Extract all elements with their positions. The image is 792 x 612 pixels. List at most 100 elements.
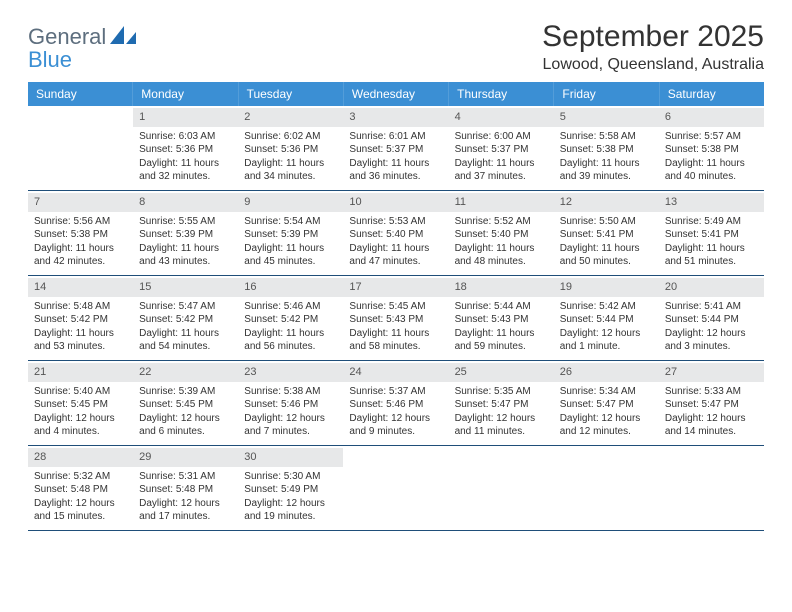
calendar-cell: 1 Sunrise: 6:03 AMSunset: 5:36 PMDaylight… [133, 106, 238, 190]
sunset-text: Sunset: 5:46 PM [244, 398, 337, 412]
daylight1-text: Daylight: 12 hours [560, 327, 653, 341]
daylight1-text: Daylight: 11 hours [139, 242, 232, 256]
day-number: 1 [133, 108, 238, 127]
sunset-text: Sunset: 5:42 PM [34, 313, 127, 327]
calendar-cell [449, 446, 554, 530]
sunset-text: Sunset: 5:38 PM [560, 143, 653, 157]
daylight2-text: and 36 minutes. [349, 170, 442, 184]
daylight1-text: Daylight: 12 hours [34, 412, 127, 426]
calendar-cell: 15Sunrise: 5:47 AMSunset: 5:42 PMDayligh… [133, 276, 238, 360]
day-number: 22 [133, 363, 238, 382]
sunrise-text: Sunrise: 5:38 AM [244, 385, 337, 399]
sunrise-text: Sunrise: 5:50 AM [560, 215, 653, 229]
sunset-text: Sunset: 5:46 PM [349, 398, 442, 412]
daylight2-text: and 48 minutes. [455, 255, 548, 269]
daylight2-text: and 45 minutes. [244, 255, 337, 269]
daylight2-text: and 19 minutes. [244, 510, 337, 524]
sunrise-text: Sunrise: 6:01 AM [349, 130, 442, 144]
day-number: 26 [554, 363, 659, 382]
sunset-text: Sunset: 5:43 PM [349, 313, 442, 327]
day-number: 7 [28, 193, 133, 212]
sunrise-text: Sunrise: 5:41 AM [665, 300, 758, 314]
calendar-cell: 7Sunrise: 5:56 AMSunset: 5:38 PMDaylight… [28, 191, 133, 275]
logo-sail-icon [110, 26, 136, 51]
page: General Blue September 2025 Lowood, Quee… [0, 0, 792, 551]
daylight2-text: and 7 minutes. [244, 425, 337, 439]
sunset-text: Sunset: 5:37 PM [349, 143, 442, 157]
sunrise-text: Sunrise: 5:31 AM [139, 470, 232, 484]
daylight1-text: Daylight: 12 hours [139, 497, 232, 511]
sunset-text: Sunset: 5:42 PM [139, 313, 232, 327]
sunrise-text: Sunrise: 5:34 AM [560, 385, 653, 399]
calendar-body: 1Sunrise: 6:03 AMSunset: 5:36 PMDaylight… [28, 106, 764, 531]
calendar-cell: 25Sunrise: 5:35 AMSunset: 5:47 PMDayligh… [449, 361, 554, 445]
daylight1-text: Daylight: 11 hours [349, 327, 442, 341]
daylight2-text: and 4 minutes. [34, 425, 127, 439]
sunrise-text: Sunrise: 6:03 AM [139, 130, 232, 144]
daylight2-text: and 53 minutes. [34, 340, 127, 354]
daylight2-text: and 3 minutes. [665, 340, 758, 354]
daylight2-text: and 37 minutes. [455, 170, 548, 184]
sunrise-text: Sunrise: 6:02 AM [244, 130, 337, 144]
sunset-text: Sunset: 5:45 PM [139, 398, 232, 412]
sunrise-text: Sunrise: 5:48 AM [34, 300, 127, 314]
logo-text-sub: Blue [28, 49, 136, 71]
sunset-text: Sunset: 5:47 PM [455, 398, 548, 412]
sunset-text: Sunset: 5:42 PM [244, 313, 337, 327]
daylight1-text: Daylight: 11 hours [139, 327, 232, 341]
day-number: 9 [238, 193, 343, 212]
daylight1-text: Daylight: 11 hours [455, 242, 548, 256]
calendar-cell: 26Sunrise: 5:34 AMSunset: 5:47 PMDayligh… [554, 361, 659, 445]
daylight1-text: Daylight: 12 hours [455, 412, 548, 426]
sunrise-text: Sunrise: 5:57 AM [665, 130, 758, 144]
day-number: 25 [449, 363, 554, 382]
daylight2-text: and 17 minutes. [139, 510, 232, 524]
sunset-text: Sunset: 5:43 PM [455, 313, 548, 327]
daylight2-text: and 1 minute. [560, 340, 653, 354]
sunset-text: Sunset: 5:37 PM [455, 143, 548, 157]
logo-text-main: General [28, 26, 106, 48]
daylight1-text: Daylight: 11 hours [139, 157, 232, 171]
day-number: 20 [659, 278, 764, 297]
day-header: Saturday [660, 82, 764, 106]
sunrise-text: Sunrise: 5:54 AM [244, 215, 337, 229]
daylight1-text: Daylight: 12 hours [244, 412, 337, 426]
daylight1-text: Daylight: 12 hours [34, 497, 127, 511]
daylight2-text: and 11 minutes. [455, 425, 548, 439]
logo-text-block: General Blue [28, 26, 136, 71]
sunset-text: Sunset: 5:41 PM [665, 228, 758, 242]
sunrise-text: Sunrise: 5:47 AM [139, 300, 232, 314]
calendar-cell: 23Sunrise: 5:38 AMSunset: 5:46 PMDayligh… [238, 361, 343, 445]
sunrise-text: Sunrise: 5:56 AM [34, 215, 127, 229]
calendar-cell [343, 446, 448, 530]
calendar-cell: 16Sunrise: 5:46 AMSunset: 5:42 PMDayligh… [238, 276, 343, 360]
day-number: 17 [343, 278, 448, 297]
day-number: 27 [659, 363, 764, 382]
day-number: 11 [449, 193, 554, 212]
calendar-cell: 29Sunrise: 5:31 AMSunset: 5:48 PMDayligh… [133, 446, 238, 530]
sunrise-text: Sunrise: 5:53 AM [349, 215, 442, 229]
sunrise-text: Sunrise: 5:52 AM [455, 215, 548, 229]
day-header: Friday [554, 82, 659, 106]
daylight1-text: Daylight: 12 hours [665, 327, 758, 341]
day-number: 13 [659, 193, 764, 212]
sunset-text: Sunset: 5:36 PM [139, 143, 232, 157]
sunrise-text: Sunrise: 5:45 AM [349, 300, 442, 314]
sunset-text: Sunset: 5:44 PM [560, 313, 653, 327]
sunset-text: Sunset: 5:36 PM [244, 143, 337, 157]
daylight2-text: and 50 minutes. [560, 255, 653, 269]
calendar-row: 14Sunrise: 5:48 AMSunset: 5:42 PMDayligh… [28, 276, 764, 361]
day-number: 3 [343, 108, 448, 127]
day-header: Wednesday [344, 82, 449, 106]
sunrise-text: Sunrise: 5:42 AM [560, 300, 653, 314]
day-header: Tuesday [239, 82, 344, 106]
day-number: 14 [28, 278, 133, 297]
calendar-header-row: SundayMondayTuesdayWednesdayThursdayFrid… [28, 82, 764, 106]
sunset-text: Sunset: 5:38 PM [34, 228, 127, 242]
day-number: 12 [554, 193, 659, 212]
calendar-cell: 4Sunrise: 6:00 AMSunset: 5:37 PMDaylight… [449, 106, 554, 190]
sunset-text: Sunset: 5:40 PM [349, 228, 442, 242]
calendar-row: 21Sunrise: 5:40 AMSunset: 5:45 PMDayligh… [28, 361, 764, 446]
sunrise-text: Sunrise: 5:46 AM [244, 300, 337, 314]
day-number: 8 [133, 193, 238, 212]
